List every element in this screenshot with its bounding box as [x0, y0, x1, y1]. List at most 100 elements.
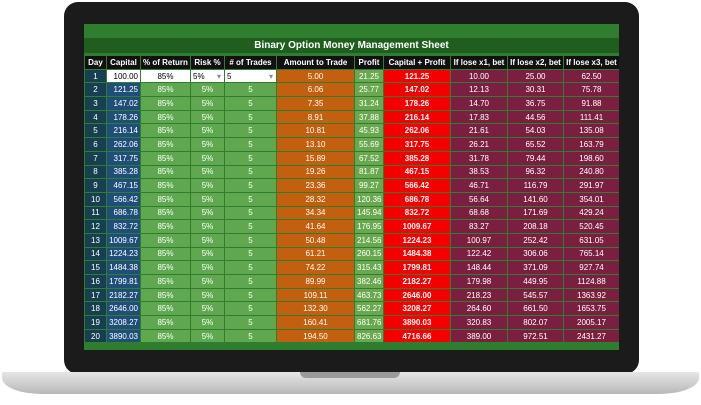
table-cell: 19	[84, 315, 107, 330]
table-cell: 320.83	[450, 315, 508, 330]
table-cell: 12	[84, 219, 107, 234]
table-cell: 31.78	[450, 150, 508, 166]
table-cell: 3208.27	[106, 315, 141, 330]
sheet-title: Binary Option Money Management Sheet	[84, 38, 619, 53]
table-cell: 467.15	[106, 178, 141, 193]
column-header: Day	[84, 55, 107, 70]
column-header: If lose x3, bet	[563, 55, 619, 70]
table-cell[interactable]: 5%	[190, 68, 225, 84]
table-cell: 25.00	[507, 68, 564, 84]
table-cell: 218.23	[450, 287, 508, 303]
table-cell: 21.25	[354, 68, 384, 84]
table-cell: 8.91	[276, 109, 355, 125]
table-cell: 23.36	[276, 178, 355, 193]
table-cell: 179.98	[450, 274, 508, 289]
table-cell: 54.03	[507, 123, 564, 139]
table-cell: 37.88	[354, 109, 384, 125]
table-row: 3 147.02 85% 5% 5 7.35 31.24 178.26 14.70 36.75 91…	[84, 96, 619, 111]
table-cell: 61.21	[276, 246, 355, 262]
table-cell: 21.61	[450, 123, 508, 139]
table-cell: 147.02	[383, 82, 451, 98]
table-cell: 91.88	[563, 96, 619, 111]
table-cell: 19.26	[276, 164, 355, 180]
table-cell: 566.42	[106, 191, 141, 207]
table-cell: 972.51	[507, 328, 564, 344]
table-cell: 141.60	[507, 191, 564, 207]
table-cell: 2646.00	[106, 301, 141, 317]
table-cell: 566.42	[383, 178, 451, 193]
table-cell: 5%	[190, 260, 225, 275]
table-cell: 36.75	[507, 96, 564, 111]
table-cell: 832.72	[106, 219, 141, 234]
table-cell: 85%	[140, 205, 191, 221]
table-cell: 41.64	[276, 219, 355, 234]
table-cell[interactable]: 100.00	[106, 68, 141, 84]
table-row: 19 3208.27 85% 5% 5 160.41 681.76 3890.03 320.83…	[84, 315, 619, 330]
spreadsheet: Binary Option Money Management Sheet Day…	[84, 24, 619, 350]
table-cell: 8	[84, 164, 107, 180]
table-cell: 1363.92	[563, 287, 619, 303]
table-cell: 85%	[140, 123, 191, 139]
table-cell: 5%	[190, 96, 225, 111]
table-cell: 1009.67	[106, 232, 141, 248]
table-cell: 99.27	[354, 178, 384, 193]
table-cell: 3890.03	[106, 328, 141, 344]
table-cell: 111.41	[563, 109, 619, 125]
table-cell: 44.56	[507, 109, 564, 125]
table-cell: 31.24	[354, 96, 384, 111]
table-cell: 1484.38	[383, 246, 451, 262]
table-cell: 5%	[190, 287, 225, 303]
table-cell: 198.60	[563, 150, 619, 166]
table-cell[interactable]: 85%	[140, 68, 191, 84]
table-cell: 85%	[140, 260, 191, 275]
table-cell: 68.68	[450, 205, 508, 221]
table-cell: 260.15	[354, 246, 384, 262]
table-cell: 7.35	[276, 96, 355, 111]
table-cell: 2005.17	[563, 315, 619, 330]
table-cell: 7	[84, 150, 107, 166]
table-cell: 28.32	[276, 191, 355, 207]
table-cell: 802.07	[507, 315, 564, 330]
column-header: Capital + Profit	[383, 55, 451, 70]
table-cell: 17	[84, 287, 107, 303]
table-cell: 46.71	[450, 178, 508, 193]
table-cell: 26.21	[450, 137, 508, 152]
table-cell: 5	[224, 205, 277, 221]
table-row: 12 832.72 85% 5% 5 41.64 176.95 1009.67 83.27 208…	[84, 219, 619, 234]
table-cell: 85%	[140, 274, 191, 289]
table-cell: 56.64	[450, 191, 508, 207]
table-cell: 160.41	[276, 315, 355, 330]
table-cell: 3	[84, 96, 107, 111]
table-cell: 5%	[190, 191, 225, 207]
table-cell: 1653.75	[563, 301, 619, 317]
table-row: 17 2182.27 85% 5% 5 109.11 463.73 2646.00 218.23…	[84, 287, 619, 303]
table-cell: 291.97	[563, 178, 619, 193]
table-row: 14 1224.23 85% 5% 5 61.21 260.15 1484.38 122.42 3…	[84, 246, 619, 262]
table-row: 5 216.14 85% 5% 5 10.81 45.93 262.06 21.61 54.03 1…	[84, 123, 619, 139]
table-row: 16 1799.81 85% 5% 5 89.99 382.46 2182.27 179.98 4…	[84, 274, 619, 289]
table-row: 20 3890.03 85% 5% 5 194.50 826.63 4716.66 389.00…	[84, 328, 619, 344]
table-cell: 5%	[190, 274, 225, 289]
table-cell: 1124.88	[563, 274, 619, 289]
table-cell: 10.00	[450, 68, 508, 84]
table-row: 10 566.42 85% 5% 5 28.32 120.36 686.78 56.64 141.…	[84, 191, 619, 207]
table-cell: 317.75	[383, 137, 451, 152]
table-cell: 5%	[190, 178, 225, 193]
table-cell: 5	[224, 82, 277, 98]
table-cell: 50.48	[276, 232, 355, 248]
column-header: # of Trades	[224, 55, 277, 70]
table-cell: 385.28	[106, 164, 141, 180]
table-cell: 5%	[190, 82, 225, 98]
table-cell: 178.26	[383, 96, 451, 111]
table-row: 15 1484.38 85% 5% 5 74.22 315.43 1799.81 148.44 3…	[84, 260, 619, 275]
table-cell: 2646.00	[383, 287, 451, 303]
table-cell: 85%	[140, 150, 191, 166]
laptop-base	[2, 372, 699, 394]
table-cell[interactable]: 5	[224, 68, 277, 84]
table-cell: 17.83	[450, 109, 508, 125]
table-cell: 2	[84, 82, 107, 98]
column-header: Profit	[354, 55, 384, 70]
table-cell: 89.99	[276, 274, 355, 289]
table-cell: 661.50	[507, 301, 564, 317]
table-cell: 449.95	[507, 274, 564, 289]
